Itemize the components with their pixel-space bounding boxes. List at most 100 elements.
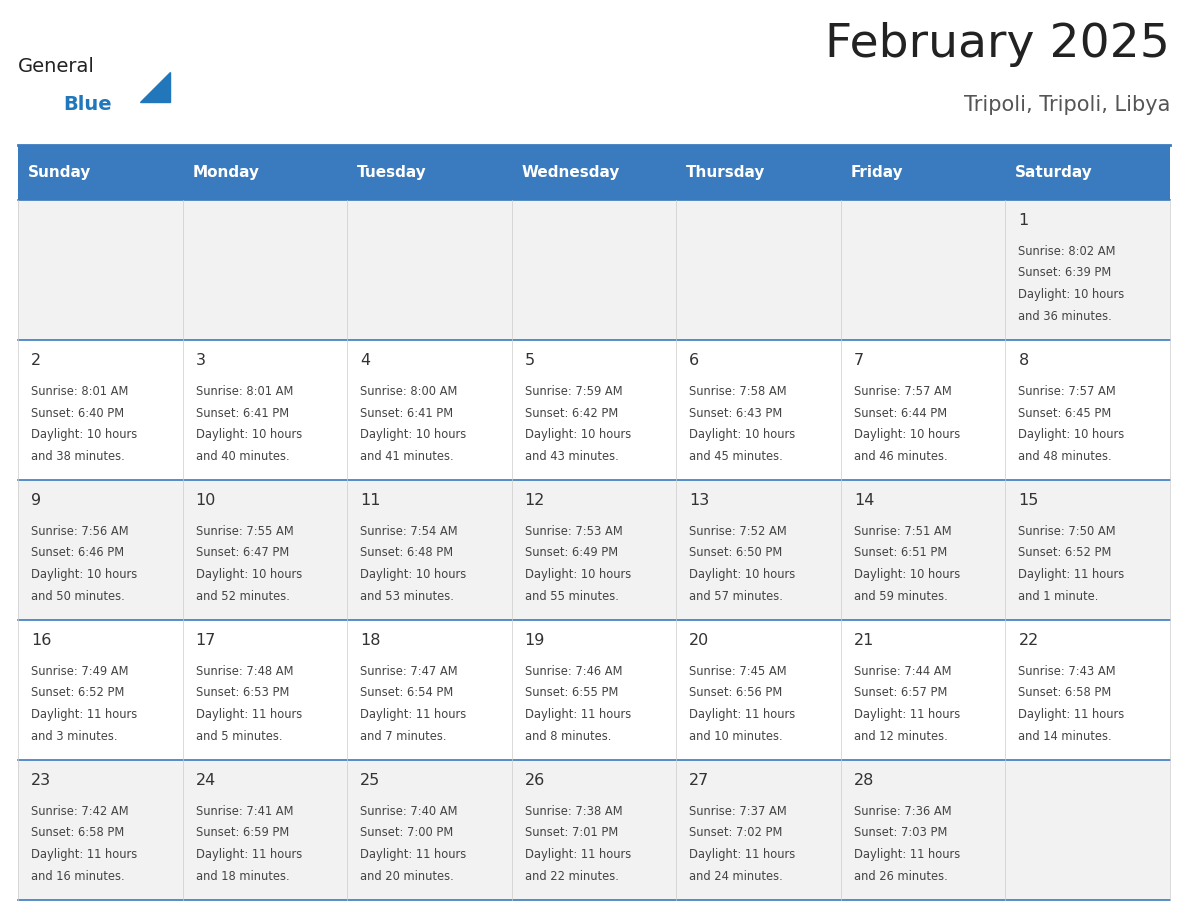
Text: Daylight: 10 hours: Daylight: 10 hours: [525, 428, 631, 441]
Text: Sunday: Sunday: [27, 165, 91, 180]
Text: February 2025: February 2025: [826, 22, 1170, 67]
Text: Daylight: 10 hours: Daylight: 10 hours: [31, 428, 138, 441]
Text: and 8 minutes.: and 8 minutes.: [525, 730, 611, 743]
Text: Sunrise: 8:01 AM: Sunrise: 8:01 AM: [31, 385, 128, 398]
Text: Sunrise: 7:59 AM: Sunrise: 7:59 AM: [525, 385, 623, 398]
FancyBboxPatch shape: [18, 145, 183, 200]
Text: Sunrise: 7:57 AM: Sunrise: 7:57 AM: [1018, 385, 1117, 398]
Text: 1: 1: [1018, 213, 1029, 228]
Text: and 18 minutes.: and 18 minutes.: [196, 869, 289, 882]
Text: and 5 minutes.: and 5 minutes.: [196, 730, 282, 743]
Text: 10: 10: [196, 493, 216, 508]
Text: 2: 2: [31, 353, 42, 368]
Text: Sunset: 7:01 PM: Sunset: 7:01 PM: [525, 826, 618, 839]
Text: Sunset: 6:52 PM: Sunset: 6:52 PM: [31, 687, 125, 700]
Text: Sunrise: 7:54 AM: Sunrise: 7:54 AM: [360, 525, 457, 538]
Text: and 10 minutes.: and 10 minutes.: [689, 730, 783, 743]
Text: Daylight: 11 hours: Daylight: 11 hours: [360, 708, 467, 721]
Text: Sunset: 6:48 PM: Sunset: 6:48 PM: [360, 546, 454, 559]
Text: and 24 minutes.: and 24 minutes.: [689, 869, 783, 882]
Text: Sunrise: 7:37 AM: Sunrise: 7:37 AM: [689, 805, 786, 818]
Text: Sunset: 6:51 PM: Sunset: 6:51 PM: [854, 546, 947, 559]
Text: Daylight: 10 hours: Daylight: 10 hours: [689, 428, 796, 441]
Text: and 55 minutes.: and 55 minutes.: [525, 589, 619, 602]
Text: Sunrise: 7:46 AM: Sunrise: 7:46 AM: [525, 665, 623, 678]
Text: and 43 minutes.: and 43 minutes.: [525, 450, 619, 463]
Text: Sunset: 6:58 PM: Sunset: 6:58 PM: [31, 826, 125, 839]
Polygon shape: [140, 72, 170, 102]
Text: Sunset: 7:00 PM: Sunset: 7:00 PM: [360, 826, 454, 839]
Text: Sunset: 6:47 PM: Sunset: 6:47 PM: [196, 546, 289, 559]
Text: and 53 minutes.: and 53 minutes.: [360, 589, 454, 602]
Text: and 3 minutes.: and 3 minutes.: [31, 730, 118, 743]
Text: Blue: Blue: [63, 95, 112, 114]
FancyBboxPatch shape: [18, 480, 1170, 620]
Text: 3: 3: [196, 353, 206, 368]
Text: Sunset: 6:41 PM: Sunset: 6:41 PM: [196, 407, 289, 420]
Text: Sunrise: 7:49 AM: Sunrise: 7:49 AM: [31, 665, 128, 678]
Text: Thursday: Thursday: [687, 165, 765, 180]
Text: Sunrise: 7:56 AM: Sunrise: 7:56 AM: [31, 525, 128, 538]
Text: Sunrise: 7:44 AM: Sunrise: 7:44 AM: [854, 665, 952, 678]
Text: 5: 5: [525, 353, 535, 368]
Text: 8: 8: [1018, 353, 1029, 368]
FancyBboxPatch shape: [841, 145, 1005, 200]
Text: 15: 15: [1018, 493, 1038, 508]
Text: Sunrise: 7:43 AM: Sunrise: 7:43 AM: [1018, 665, 1116, 678]
Text: Sunset: 7:02 PM: Sunset: 7:02 PM: [689, 826, 783, 839]
Text: Daylight: 11 hours: Daylight: 11 hours: [31, 848, 138, 861]
Text: and 14 minutes.: and 14 minutes.: [1018, 730, 1112, 743]
Text: 13: 13: [689, 493, 709, 508]
Text: Daylight: 10 hours: Daylight: 10 hours: [360, 568, 467, 581]
Text: Sunrise: 7:58 AM: Sunrise: 7:58 AM: [689, 385, 786, 398]
Text: Sunrise: 7:42 AM: Sunrise: 7:42 AM: [31, 805, 128, 818]
Text: Sunrise: 8:02 AM: Sunrise: 8:02 AM: [1018, 245, 1116, 258]
Text: Sunrise: 7:57 AM: Sunrise: 7:57 AM: [854, 385, 952, 398]
Text: Sunset: 6:44 PM: Sunset: 6:44 PM: [854, 407, 947, 420]
Text: and 20 minutes.: and 20 minutes.: [360, 869, 454, 882]
Text: Wednesday: Wednesday: [522, 165, 620, 180]
Text: Sunrise: 7:52 AM: Sunrise: 7:52 AM: [689, 525, 786, 538]
Text: Sunrise: 7:55 AM: Sunrise: 7:55 AM: [196, 525, 293, 538]
Text: 20: 20: [689, 633, 709, 648]
Text: Daylight: 11 hours: Daylight: 11 hours: [689, 708, 796, 721]
Text: Daylight: 10 hours: Daylight: 10 hours: [525, 568, 631, 581]
FancyBboxPatch shape: [1005, 145, 1170, 200]
Text: Sunset: 6:53 PM: Sunset: 6:53 PM: [196, 687, 289, 700]
Text: and 50 minutes.: and 50 minutes.: [31, 589, 125, 602]
Text: Sunrise: 7:48 AM: Sunrise: 7:48 AM: [196, 665, 293, 678]
Text: 19: 19: [525, 633, 545, 648]
Text: and 57 minutes.: and 57 minutes.: [689, 589, 783, 602]
Text: Sunset: 6:43 PM: Sunset: 6:43 PM: [689, 407, 783, 420]
Text: and 45 minutes.: and 45 minutes.: [689, 450, 783, 463]
Text: Sunrise: 8:01 AM: Sunrise: 8:01 AM: [196, 385, 293, 398]
FancyBboxPatch shape: [18, 340, 1170, 480]
Text: Sunrise: 7:36 AM: Sunrise: 7:36 AM: [854, 805, 952, 818]
Text: and 1 minute.: and 1 minute.: [1018, 589, 1099, 602]
Text: Sunset: 6:49 PM: Sunset: 6:49 PM: [525, 546, 618, 559]
Text: Daylight: 10 hours: Daylight: 10 hours: [360, 428, 467, 441]
FancyBboxPatch shape: [676, 145, 841, 200]
Text: and 41 minutes.: and 41 minutes.: [360, 450, 454, 463]
Text: 12: 12: [525, 493, 545, 508]
Text: and 12 minutes.: and 12 minutes.: [854, 730, 948, 743]
Text: General: General: [18, 57, 95, 76]
Text: Daylight: 11 hours: Daylight: 11 hours: [854, 848, 960, 861]
Text: Daylight: 10 hours: Daylight: 10 hours: [196, 428, 302, 441]
Text: Daylight: 11 hours: Daylight: 11 hours: [525, 708, 631, 721]
Text: 24: 24: [196, 773, 216, 788]
Text: 7: 7: [854, 353, 864, 368]
Text: Sunrise: 7:53 AM: Sunrise: 7:53 AM: [525, 525, 623, 538]
Text: 11: 11: [360, 493, 380, 508]
Text: and 16 minutes.: and 16 minutes.: [31, 869, 125, 882]
Text: Daylight: 10 hours: Daylight: 10 hours: [196, 568, 302, 581]
Text: Sunrise: 7:50 AM: Sunrise: 7:50 AM: [1018, 525, 1116, 538]
Text: and 46 minutes.: and 46 minutes.: [854, 450, 948, 463]
Text: Daylight: 10 hours: Daylight: 10 hours: [854, 568, 960, 581]
Text: Daylight: 11 hours: Daylight: 11 hours: [689, 848, 796, 861]
Text: 27: 27: [689, 773, 709, 788]
Text: Tuesday: Tuesday: [358, 165, 426, 180]
Text: Daylight: 11 hours: Daylight: 11 hours: [1018, 568, 1125, 581]
Text: and 40 minutes.: and 40 minutes.: [196, 450, 289, 463]
Text: Friday: Friday: [851, 165, 903, 180]
